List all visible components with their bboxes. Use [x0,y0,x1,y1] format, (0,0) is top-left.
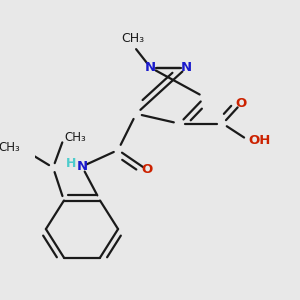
Text: N: N [145,61,156,74]
Text: N: N [181,61,192,74]
Text: OH: OH [248,134,270,147]
Text: CH₃: CH₃ [64,131,86,144]
Text: O: O [141,163,153,176]
Text: H: H [66,157,76,170]
Text: O: O [235,98,247,110]
Text: N: N [76,160,88,173]
Text: CH₃: CH₃ [121,32,144,45]
Text: CH₃: CH₃ [0,141,21,154]
